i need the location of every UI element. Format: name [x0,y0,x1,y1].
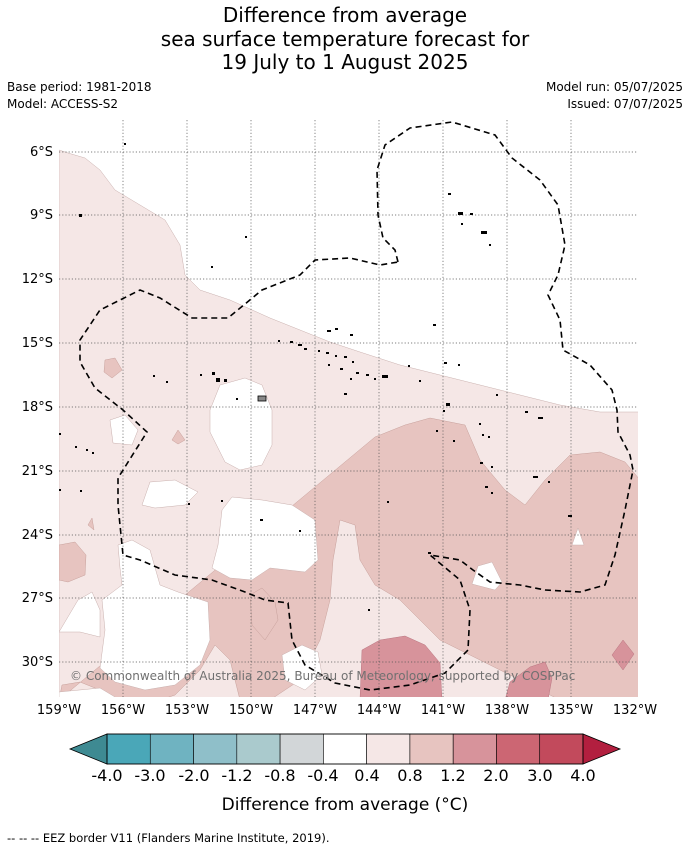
lon-tick: 153°W [164,703,210,718]
colorbar-segment [149,733,194,765]
colorbar-label: -1.2 [221,766,253,785]
lat-tick: 15°S [21,336,53,351]
colorbar-segment [279,733,324,765]
colorbar-label: 4.0 [570,766,596,785]
colorbar-title: Difference from average (°C) [221,795,469,815]
colorbar-segment [106,733,151,765]
colorbar-label: 0.8 [397,766,423,785]
lat-tick: 21°S [21,464,53,479]
lon-tick: 156°W [100,703,146,718]
title-line-2: sea surface temperature forecast for [160,27,530,51]
lat-tick: 6°S [29,145,53,160]
lat-tick: 12°S [21,272,53,287]
lon-tick: 150°W [228,703,274,718]
colorbar-label: 0.4 [354,766,380,785]
eez-legend-note: -- -- -- EEZ border V11 (Flanders Marine… [7,831,330,845]
colorbar-segment [323,733,367,765]
title-line-3: 19 July to 1 August 2025 [221,50,469,74]
colorbar-label: -2.0 [178,766,210,785]
model-run: Model run: 05/07/2025 [545,80,683,94]
colorbar-segment [409,733,454,765]
colorbar-segment [539,733,584,765]
lat-tick: 30°S [21,655,53,670]
colorbar-label: 1.2 [440,766,466,785]
colorbar-under-arrow [68,733,108,765]
island-markers [59,143,572,611]
colorbar-segment [496,733,541,765]
colorbar [68,733,622,765]
lon-tick: 159°W [36,703,82,718]
colorbar-label: -0.4 [307,766,339,785]
title-line-1: Difference from average [222,3,468,27]
lon-tick: 132°W [612,703,658,718]
copyright-notice: © Commonwealth of Australia 2025, Bureau… [70,669,576,683]
colorbar-label: 2.0 [483,766,509,785]
lon-tick: 147°W [292,703,338,718]
colorbar-over-arrow [582,733,622,765]
lat-tick: 27°S [21,591,53,606]
colorbar-label: -0.8 [264,766,296,785]
colorbar-label: 3.0 [527,766,553,785]
lon-tick: 141°W [420,703,466,718]
colorbar-segment [366,733,411,765]
near-average-regions [59,377,585,697]
lon-tick: 144°W [356,703,402,718]
model-name: Model: ACCESS-S2 [7,97,119,111]
colorbar-segment [452,733,497,765]
lon-tick: 135°W [548,703,594,718]
map-plot-area [59,120,638,697]
base-period: Base period: 1981-2018 [7,80,152,94]
lat-tick: 24°S [21,528,53,543]
colorbar-segment [236,733,281,765]
colorbar-label: -4.0 [91,766,123,785]
lat-tick: 9°S [29,208,53,223]
lon-tick: 138°W [484,703,530,718]
colorbar-label: -3.0 [134,766,166,785]
map-gridlines [59,120,638,697]
lat-tick: 18°S [21,400,53,415]
eez-border [79,121,634,691]
issued-date: Issued: 07/07/2025 [567,97,683,111]
colorbar-segment [193,733,238,765]
anomaly-region-dark [359,635,443,697]
